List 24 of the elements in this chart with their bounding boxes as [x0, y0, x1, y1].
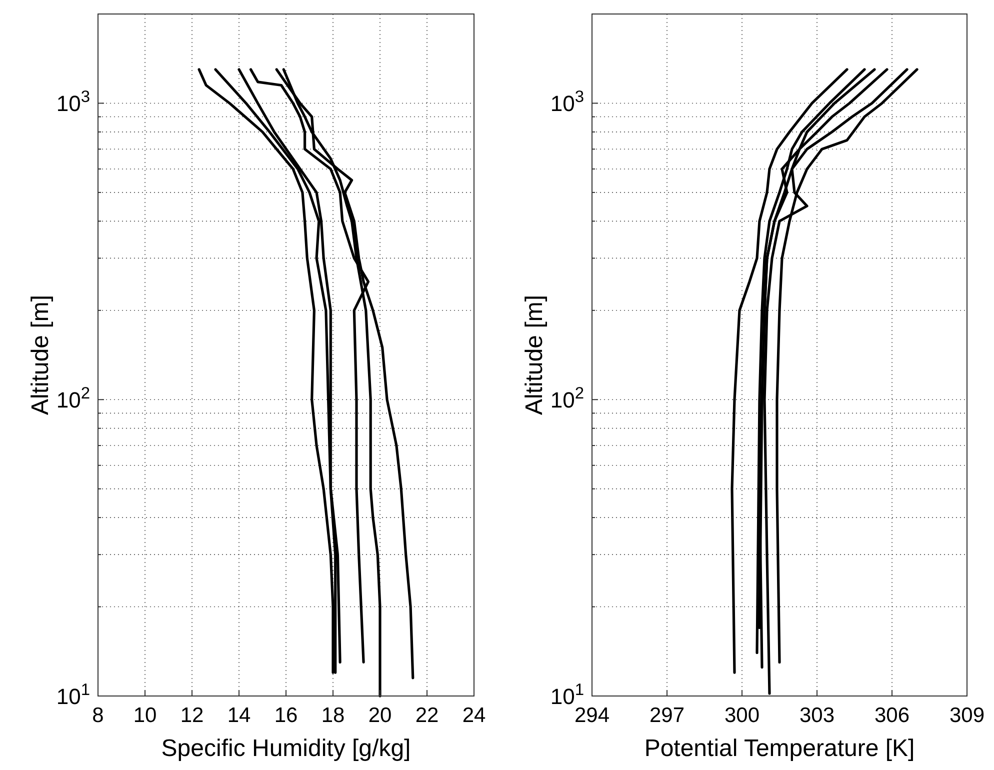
x-axis-title: Specific Humidity [g/kg] [161, 735, 411, 762]
x-tick-label: 22 [415, 704, 439, 727]
x-tick-label: 294 [574, 704, 610, 727]
x-tick-label: 14 [227, 704, 251, 727]
y-axis-title: Altitude [m] [27, 294, 54, 416]
x-tick-label: 24 [462, 704, 486, 727]
x-tick-label: 309 [949, 704, 985, 727]
x-axis-title: Potential Temperature [K] [644, 735, 915, 762]
y-tick-label: 10$^{1}$ [56, 681, 90, 709]
y-tick-label: 10$^{3}$ [56, 88, 90, 116]
y-axis-title: Altitude [m] [521, 294, 548, 416]
x-tick-label: 297 [649, 704, 685, 727]
x-tick-label: 300 [724, 704, 760, 727]
x-tick-label: 12 [180, 704, 204, 727]
x-tick-label: 20 [368, 704, 392, 727]
y-tick-label: 10$^{3}$ [550, 88, 584, 116]
x-tick-label: 16 [274, 704, 298, 727]
x-tick-label: 8 [92, 704, 104, 727]
y-tick-label: 10$^{2}$ [550, 384, 584, 413]
x-tick-label: 303 [799, 704, 835, 727]
x-tick-label: 10 [133, 704, 157, 727]
x-tick-label: 306 [874, 704, 910, 727]
y-tick-label: 10$^{2}$ [56, 384, 90, 413]
x-tick-label: 18 [321, 704, 345, 727]
